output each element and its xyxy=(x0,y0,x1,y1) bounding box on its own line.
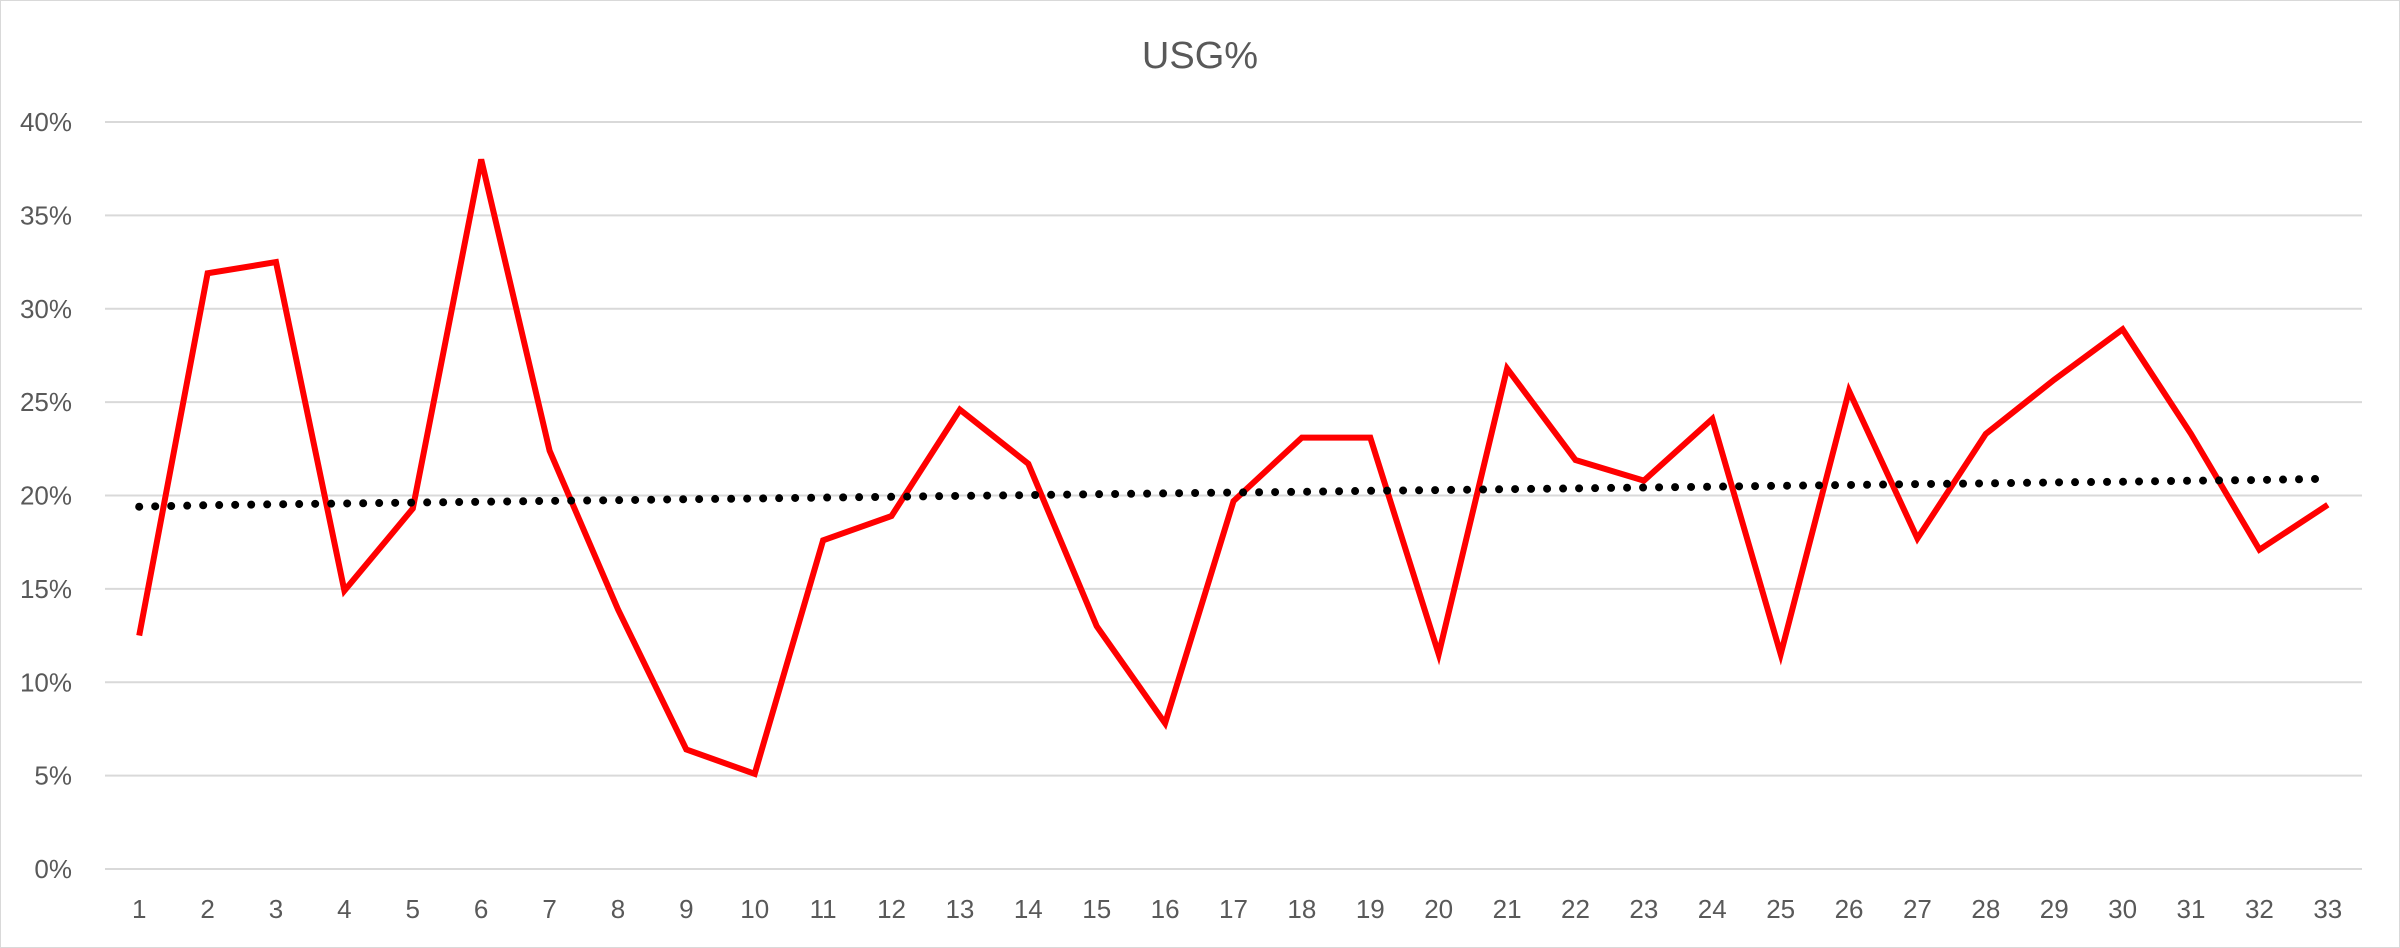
y-tick-label: 15% xyxy=(20,574,72,604)
x-tick-label: 29 xyxy=(2040,894,2069,924)
x-tick-label: 30 xyxy=(2108,894,2137,924)
x-tick-label: 10 xyxy=(740,894,769,924)
x-tick-label: 9 xyxy=(679,894,693,924)
x-tick-label: 32 xyxy=(2245,894,2274,924)
x-tick-label: 13 xyxy=(945,894,974,924)
chart-title: USG% xyxy=(1142,35,1258,77)
x-tick-label: 28 xyxy=(1971,894,2000,924)
y-tick-label: 25% xyxy=(20,387,72,417)
gridlines xyxy=(105,121,2362,870)
x-tick-label: 20 xyxy=(1424,894,1453,924)
x-tick-label: 26 xyxy=(1835,894,1864,924)
series-layer xyxy=(135,158,2332,778)
x-tick-label: 31 xyxy=(2177,894,2206,924)
x-tick-label: 6 xyxy=(474,894,488,924)
x-tick-label: 17 xyxy=(1219,894,1248,924)
series-line xyxy=(136,158,2330,778)
x-tick-label: 7 xyxy=(542,894,556,924)
x-tick-label: 5 xyxy=(406,894,420,924)
x-tick-label: 8 xyxy=(611,894,625,924)
x-tick-label: 1 xyxy=(132,894,146,924)
x-tick-label: 14 xyxy=(1014,894,1043,924)
x-tick-label: 23 xyxy=(1629,894,1658,924)
x-tick-label: 24 xyxy=(1698,894,1727,924)
x-tick-label: 18 xyxy=(1287,894,1316,924)
x-tick-label: 4 xyxy=(337,894,351,924)
x-tick-label: 16 xyxy=(1151,894,1180,924)
x-tick-label: 25 xyxy=(1766,894,1795,924)
x-tick-label: 27 xyxy=(1903,894,1932,924)
x-tick-label: 21 xyxy=(1493,894,1522,924)
x-tick-label: 12 xyxy=(877,894,906,924)
y-tick-label: 5% xyxy=(34,761,72,791)
x-tick-label: 3 xyxy=(269,894,283,924)
x-tick-label: 19 xyxy=(1356,894,1385,924)
y-tick-label: 20% xyxy=(20,481,72,511)
x-tick-label: 2 xyxy=(200,894,214,924)
x-tick-label: 15 xyxy=(1082,894,1111,924)
x-tick-label: 33 xyxy=(2313,894,2342,924)
x-tick-label: 22 xyxy=(1561,894,1590,924)
y-tick-label: 10% xyxy=(20,667,72,697)
x-tick-label: 11 xyxy=(810,894,837,924)
x-axis-tick-labels: 1 2 3 4 5 6 7 8 9 10 11 12 13 14 15 16 17 18 19 20 21 22 23 24 2… xyxy=(132,894,2342,924)
y-tick-label: 30% xyxy=(20,294,72,324)
y-tick-label: 40% xyxy=(20,107,72,137)
y-axis-tick-labels: 0% 5% 10% 15% 20% 25% 30% 35% 40% xyxy=(20,107,72,884)
trendline xyxy=(135,474,2332,511)
y-tick-label: 0% xyxy=(34,854,72,884)
y-tick-label: 35% xyxy=(20,200,72,230)
